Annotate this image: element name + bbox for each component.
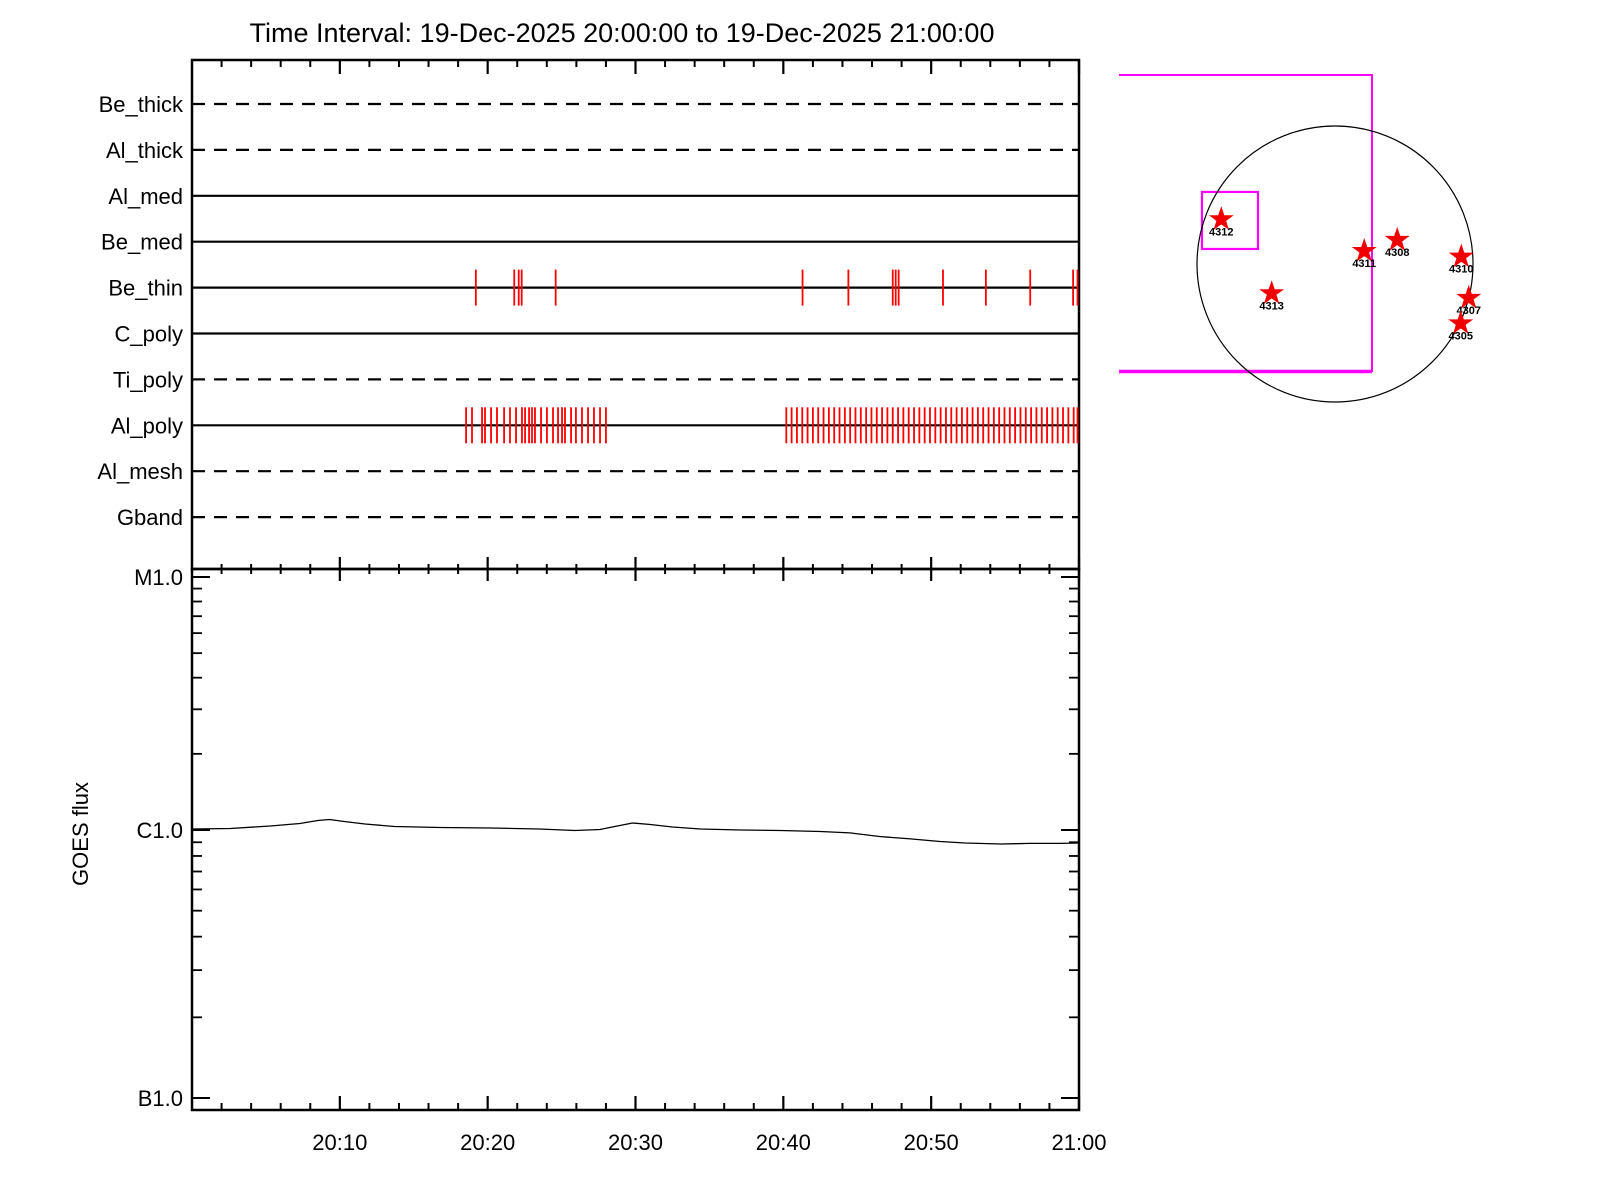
filter-row-label-al_thick: Al_thick — [106, 138, 184, 163]
x-tick-label: 20:40 — [756, 1130, 811, 1155]
active-region-label: 4310 — [1449, 264, 1473, 276]
active-region-label: 4305 — [1448, 330, 1472, 342]
active-region-label: 4311 — [1352, 258, 1376, 270]
filter-row-label-al_mesh: Al_mesh — [97, 459, 183, 484]
active-region-star — [1384, 226, 1410, 251]
solar-limb-circle — [1196, 125, 1474, 403]
active-region-star — [1351, 237, 1377, 262]
x-tick-label: 20:10 — [312, 1130, 367, 1155]
active-region-label: 4312 — [1209, 226, 1233, 238]
x-tick-label: 20:20 — [460, 1130, 515, 1155]
active-region-star — [1448, 310, 1474, 334]
filter-row-label-be_med: Be_med — [101, 230, 183, 255]
filter-timeline-panel: Be_thick Al_thick Al_med Be_med Be_thin C_pol… — [97, 58, 1081, 581]
x-tick-label: 20:30 — [608, 1130, 663, 1155]
fov-box-region — [1200, 190, 1260, 251]
page-title: Time Interval: 19-Dec-2025 20:00:00 to 1… — [250, 18, 995, 48]
active-region-star — [1448, 243, 1474, 268]
active-region-star — [1208, 206, 1234, 230]
y-tick-label: M1.0 — [134, 565, 183, 590]
active-region-label: 4308 — [1385, 247, 1409, 259]
solar-disk-map: 4312 4311 4308 4310 4313 4307 4305 — [1119, 73, 1482, 403]
y-tick-label: B1.0 — [138, 1086, 183, 1111]
fov-box-outline — [1119, 73, 1373, 372]
goes-flux-panel: 20:10 20:20 20:30 20:40 20:50 21:00 M1.0 C1.0 B1… — [68, 565, 1107, 1155]
filter-row-label-al_poly: Al_poly — [111, 413, 183, 438]
filter-row-label-al_med: Al_med — [108, 184, 183, 209]
filter-row-label-ti_poly: Ti_poly — [113, 367, 183, 392]
timeline-panel-border — [190, 58, 1081, 571]
x-tick-label: 20:50 — [904, 1130, 959, 1155]
filter-row-label-be_thick: Be_thick — [99, 92, 184, 117]
active-region-label: 4313 — [1259, 300, 1283, 312]
filter-row-label-be_thin: Be_thin — [108, 276, 183, 301]
active-region-star — [1456, 284, 1482, 309]
y-tick-label: C1.0 — [137, 818, 183, 843]
goes-ylabel: GOES flux — [68, 782, 93, 886]
filter-row-label-gband: Gband — [117, 505, 183, 530]
goes-panel-border — [190, 567, 1081, 1112]
active-region-star — [1259, 280, 1285, 304]
active-region-label: 4307 — [1456, 305, 1480, 317]
filter-row-label-c_poly: C_poly — [115, 322, 183, 347]
goes-flux-curve — [191, 818, 1080, 845]
x-tick-label: 21:00 — [1051, 1130, 1106, 1155]
